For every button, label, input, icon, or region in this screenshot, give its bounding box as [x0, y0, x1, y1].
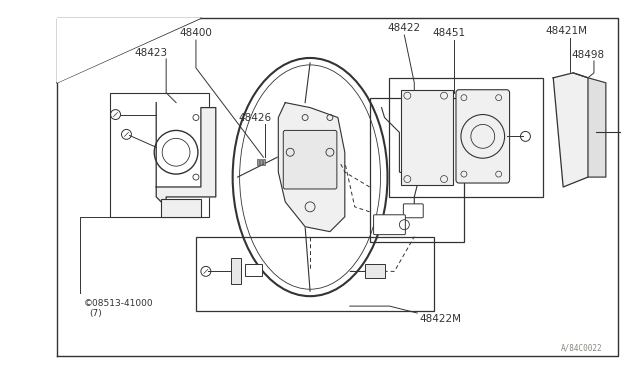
- FancyBboxPatch shape: [244, 264, 262, 276]
- FancyBboxPatch shape: [456, 90, 509, 183]
- Polygon shape: [57, 18, 201, 83]
- Bar: [257, 159, 259, 165]
- Text: ©08513-41000: ©08513-41000: [84, 299, 154, 308]
- Text: (7): (7): [90, 308, 102, 318]
- Polygon shape: [553, 73, 588, 187]
- FancyBboxPatch shape: [161, 199, 201, 217]
- Text: 48426: 48426: [239, 112, 272, 122]
- Text: A/84C0022: A/84C0022: [561, 344, 603, 353]
- Bar: [109, 93, 209, 217]
- FancyBboxPatch shape: [284, 131, 337, 189]
- Bar: [370, 98, 464, 241]
- Text: 48423: 48423: [134, 48, 168, 58]
- Text: 48400: 48400: [179, 28, 212, 38]
- Bar: [196, 237, 434, 311]
- FancyBboxPatch shape: [374, 215, 405, 235]
- Polygon shape: [573, 73, 606, 177]
- Bar: [264, 159, 266, 165]
- Text: 48422: 48422: [388, 23, 421, 33]
- Polygon shape: [156, 103, 216, 207]
- Bar: [260, 159, 262, 165]
- Polygon shape: [278, 103, 345, 232]
- Text: 48451: 48451: [433, 28, 465, 38]
- Bar: [230, 259, 241, 284]
- FancyBboxPatch shape: [403, 204, 423, 218]
- Bar: [401, 90, 453, 185]
- Text: 48421M: 48421M: [545, 26, 587, 36]
- Text: 48422M: 48422M: [419, 314, 461, 324]
- Bar: [365, 264, 385, 278]
- Text: 48498: 48498: [572, 50, 605, 60]
- Bar: [390, 78, 543, 197]
